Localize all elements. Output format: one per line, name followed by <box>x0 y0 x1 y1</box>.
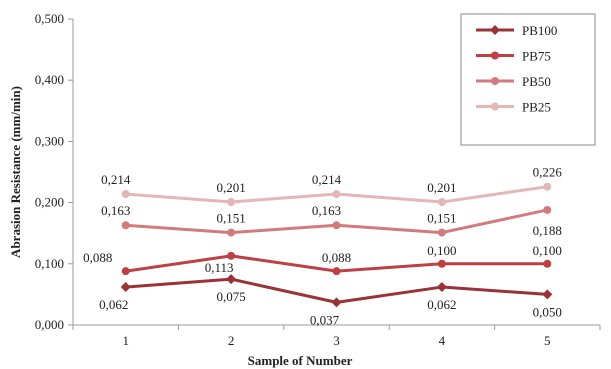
data-label-pb75: 0,088 <box>322 250 351 265</box>
data-point-pb50 <box>121 221 130 230</box>
data-point-pb50 <box>332 221 341 230</box>
series-layer <box>120 182 553 308</box>
data-label-pb25: 0,226 <box>533 165 563 180</box>
data-label-pb25: 0,201 <box>427 180 456 195</box>
series-pb75 <box>121 251 552 276</box>
legend-item-pb75: PB75 <box>476 49 551 64</box>
x-tick-label: 5 <box>544 333 551 348</box>
y-tick-label: 0,500 <box>35 11 64 26</box>
data-point-pb100 <box>331 297 342 308</box>
y-tick-label: 0,100 <box>35 256 64 271</box>
data-point-pb25 <box>332 190 341 199</box>
data-point-pb50 <box>227 228 236 237</box>
data-label-pb50: 0,163 <box>312 203 341 218</box>
legend-label-pb25: PB25 <box>522 100 551 115</box>
data-point-pb100 <box>436 282 447 293</box>
legend-label-pb75: PB75 <box>522 49 551 64</box>
data-label-pb50: 0,188 <box>533 223 562 238</box>
y-tick-label: 0,300 <box>35 133 64 148</box>
data-labels-layer: 0,062 0,075 0,037 0,062 0,050 0,088 0,113 0,088… <box>83 165 562 328</box>
legend-marker-pb50 <box>491 77 499 85</box>
data-point-pb25 <box>121 190 130 199</box>
legend-item-pb50: PB50 <box>476 74 551 89</box>
x-tick-label: 4 <box>439 333 446 348</box>
data-point-pb100 <box>542 289 553 300</box>
x-tick-label: 3 <box>333 333 340 348</box>
data-label-pb75: 0,088 <box>83 250 112 265</box>
data-point-pb25 <box>437 197 446 206</box>
data-label-pb100: 0,037 <box>310 312 340 327</box>
y-tick-label: 0,400 <box>35 72 64 87</box>
legend-marker-pb75 <box>491 51 499 60</box>
data-point-pb100 <box>226 274 237 285</box>
y-tick-label: 0,200 <box>35 195 64 210</box>
series-pb100 <box>120 274 553 308</box>
data-point-pb75 <box>227 251 236 260</box>
data-point-pb50 <box>543 205 552 214</box>
data-label-pb25: 0,201 <box>216 180 245 195</box>
data-label-pb75: 0,100 <box>427 243 456 258</box>
y-axis-title: Abrasion Resistance (mm/min) <box>8 86 23 258</box>
data-label-pb100: 0,062 <box>427 297 456 312</box>
x-tick-label: 2 <box>228 333 235 348</box>
data-point-pb75 <box>437 259 446 268</box>
data-point-pb75 <box>332 267 341 276</box>
legend-item-pb100: PB100 <box>476 23 557 38</box>
data-label-pb75: 0,113 <box>205 260 234 275</box>
x-axis-title: Sample of Number <box>248 353 353 368</box>
data-label-pb100: 0,062 <box>99 297 128 312</box>
x-tick-labels: 1 2 3 4 5 <box>72 325 601 348</box>
data-point-pb25 <box>543 182 552 191</box>
legend-marker-pb25 <box>491 102 499 111</box>
data-point-pb75 <box>543 259 552 268</box>
legend: PB100 PB75 PB50 PB25 <box>460 13 596 146</box>
legend-item-pb25: PB25 <box>476 100 551 115</box>
data-label-pb100: 0,050 <box>533 304 562 319</box>
x-tick-label: 1 <box>122 333 129 348</box>
data-label-pb100: 0,075 <box>216 289 245 304</box>
data-label-pb50: 0,151 <box>427 211 456 226</box>
data-label-pb75: 0,100 <box>533 243 562 258</box>
y-tick-label: 0,000 <box>35 317 64 332</box>
data-label-pb25: 0,214 <box>101 172 131 187</box>
data-point-pb100 <box>120 282 131 293</box>
data-point-pb75 <box>121 267 130 276</box>
series-pb50 <box>121 205 552 237</box>
data-label-pb25: 0,214 <box>312 172 342 187</box>
data-label-pb50: 0,163 <box>101 203 130 218</box>
legend-label-pb50: PB50 <box>522 74 551 89</box>
data-point-pb50 <box>437 228 446 237</box>
legend-marker-pb100 <box>490 25 500 35</box>
legend-label-pb100: PB100 <box>522 23 557 38</box>
axes <box>72 19 600 326</box>
series-pb25 <box>121 182 552 206</box>
data-label-pb50: 0,151 <box>216 211 245 226</box>
y-tick-labels: 0,000 0,100 0,200 0,300 0,400 0,500 <box>35 11 73 332</box>
data-point-pb25 <box>227 197 236 206</box>
